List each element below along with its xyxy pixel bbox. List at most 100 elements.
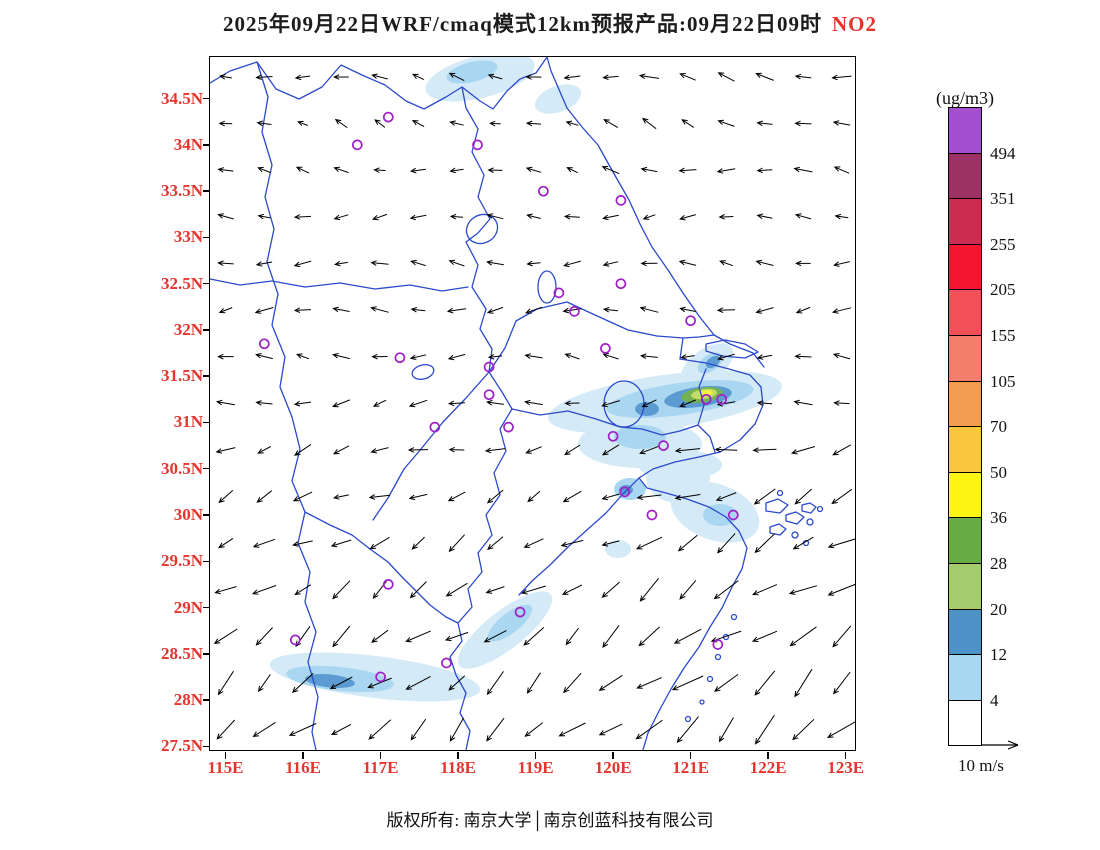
wind-vector-arrow (794, 668, 813, 698)
wind-vector-arrow (641, 117, 657, 130)
wind-vector-arrow (523, 538, 544, 548)
colorbar-box (948, 243, 982, 291)
y-tick-mark (203, 329, 210, 331)
station-marker (700, 393, 712, 405)
station-marker (615, 195, 627, 206)
wind-vector-arrow (256, 120, 272, 127)
station-marker (716, 393, 728, 405)
wind-vector-arrow (371, 73, 388, 80)
wind-vector-arrow (598, 723, 623, 736)
colorbar-box (948, 608, 982, 656)
wind-vector-arrow (827, 583, 855, 596)
wind-vector-arrow (717, 119, 735, 127)
wind-vector-arrow (793, 399, 813, 406)
south-coast-islands (684, 613, 738, 723)
wind-vector-arrow (564, 444, 581, 456)
wind-vector-arrow (719, 260, 733, 267)
wind-vector-arrow (601, 493, 620, 501)
wind-vector-arrow (752, 584, 778, 596)
yangtze-river-path (372, 301, 715, 521)
x-tick-label: 118E (440, 758, 477, 777)
wind-vector-arrow (754, 533, 776, 554)
wind-vector-arrow (756, 120, 773, 127)
wind-vector-arrow (331, 399, 351, 408)
wind-vector-arrow (794, 353, 812, 360)
wind-arrows-layer (213, 72, 855, 745)
station-marker (483, 361, 495, 373)
wind-vector-arrow (563, 672, 582, 694)
wind-vector-arrow (525, 446, 542, 454)
wind-vector-arrow (563, 213, 580, 220)
wind-vector-arrow (332, 306, 350, 313)
wind-vector-arrow (679, 580, 697, 600)
wind-vector-arrow (602, 74, 619, 80)
wind-vector-arrow (292, 540, 313, 547)
wind-vector-arrow (370, 306, 389, 313)
wind-vector-arrow (756, 354, 773, 360)
colorbar-box (948, 335, 982, 382)
station-marker (658, 440, 669, 451)
wind-vector-arrow (333, 214, 349, 221)
qiantang-river-path (518, 477, 640, 596)
wind-vector-arrow (295, 166, 310, 174)
north-province-border-path (210, 57, 548, 110)
wind-vector-arrow (678, 259, 697, 266)
wind-vector-arrow (793, 166, 813, 173)
station-marker (382, 111, 394, 123)
wind-vector-arrow (483, 630, 507, 643)
wind-vector-arrow (795, 260, 811, 267)
wind-vector-arrow (521, 585, 546, 595)
wind-vector-arrow (792, 536, 814, 550)
y-tick-mark (203, 745, 210, 748)
wind-vector-arrow (525, 120, 542, 127)
y-tick-mark (203, 606, 210, 609)
wind-vector-arrow (217, 353, 234, 360)
wind-vector-arrow (641, 399, 657, 408)
wind-vector-arrow (561, 584, 583, 595)
wind-vector-arrow (410, 307, 426, 313)
wind-vector-arrow (369, 536, 390, 550)
y-tick-label: 34N (173, 134, 203, 154)
wind-vector-arrow (833, 400, 850, 406)
wind-vector-arrow (751, 630, 778, 642)
wind-vector-arrow (257, 213, 271, 220)
station-marker (514, 606, 526, 618)
y-tick-mark (203, 282, 210, 285)
west-province-border-path (256, 61, 319, 750)
wind-vector-arrow (680, 354, 695, 360)
wind-vector-arrow (602, 625, 620, 648)
anhui-jiangxi-border-path (304, 511, 459, 624)
wind-vector-arrow (371, 353, 388, 360)
wind-vector-arrow (718, 717, 734, 743)
wind-vector-arrow (411, 536, 425, 550)
colorbar-level-label: 50 (990, 462, 1007, 482)
jiangsu-anhui-border-path (461, 86, 513, 410)
wind-vector-arrow (486, 306, 504, 314)
x-tick-label: 115E (207, 758, 244, 777)
wind-vector-arrow (602, 353, 619, 360)
wind-vector-arrow (679, 306, 696, 313)
wind-vector-arrow (794, 488, 813, 505)
colorbar-box (948, 471, 982, 519)
gaoyou-lake (537, 270, 557, 304)
wind-vector-arrow (445, 582, 468, 597)
wind-vector-arrow (255, 627, 273, 646)
y-tick-label: 34.5N (160, 88, 203, 108)
station-marker (258, 338, 270, 350)
x-tick-label: 117E (362, 758, 399, 777)
colorbar-level-label: 28 (990, 554, 1007, 573)
map-frame (209, 56, 856, 751)
wind-vector-arrow (408, 399, 428, 408)
station-marker (472, 139, 483, 151)
wind-vector-arrow (293, 260, 312, 268)
colorbar-level-label: 70 (990, 417, 1007, 437)
wind-vector-arrow (788, 585, 818, 595)
wind-vector-arrow (218, 120, 233, 127)
colorbar-unit-label: (ug/m3) (936, 88, 994, 108)
colorbar-box (948, 198, 982, 245)
wind-vector-arrow (215, 447, 236, 454)
y-tick-mark (203, 699, 210, 701)
wind-vector-arrow (330, 539, 352, 548)
wind-vector-arrow (681, 119, 695, 128)
wind-vector-arrow (716, 168, 736, 174)
